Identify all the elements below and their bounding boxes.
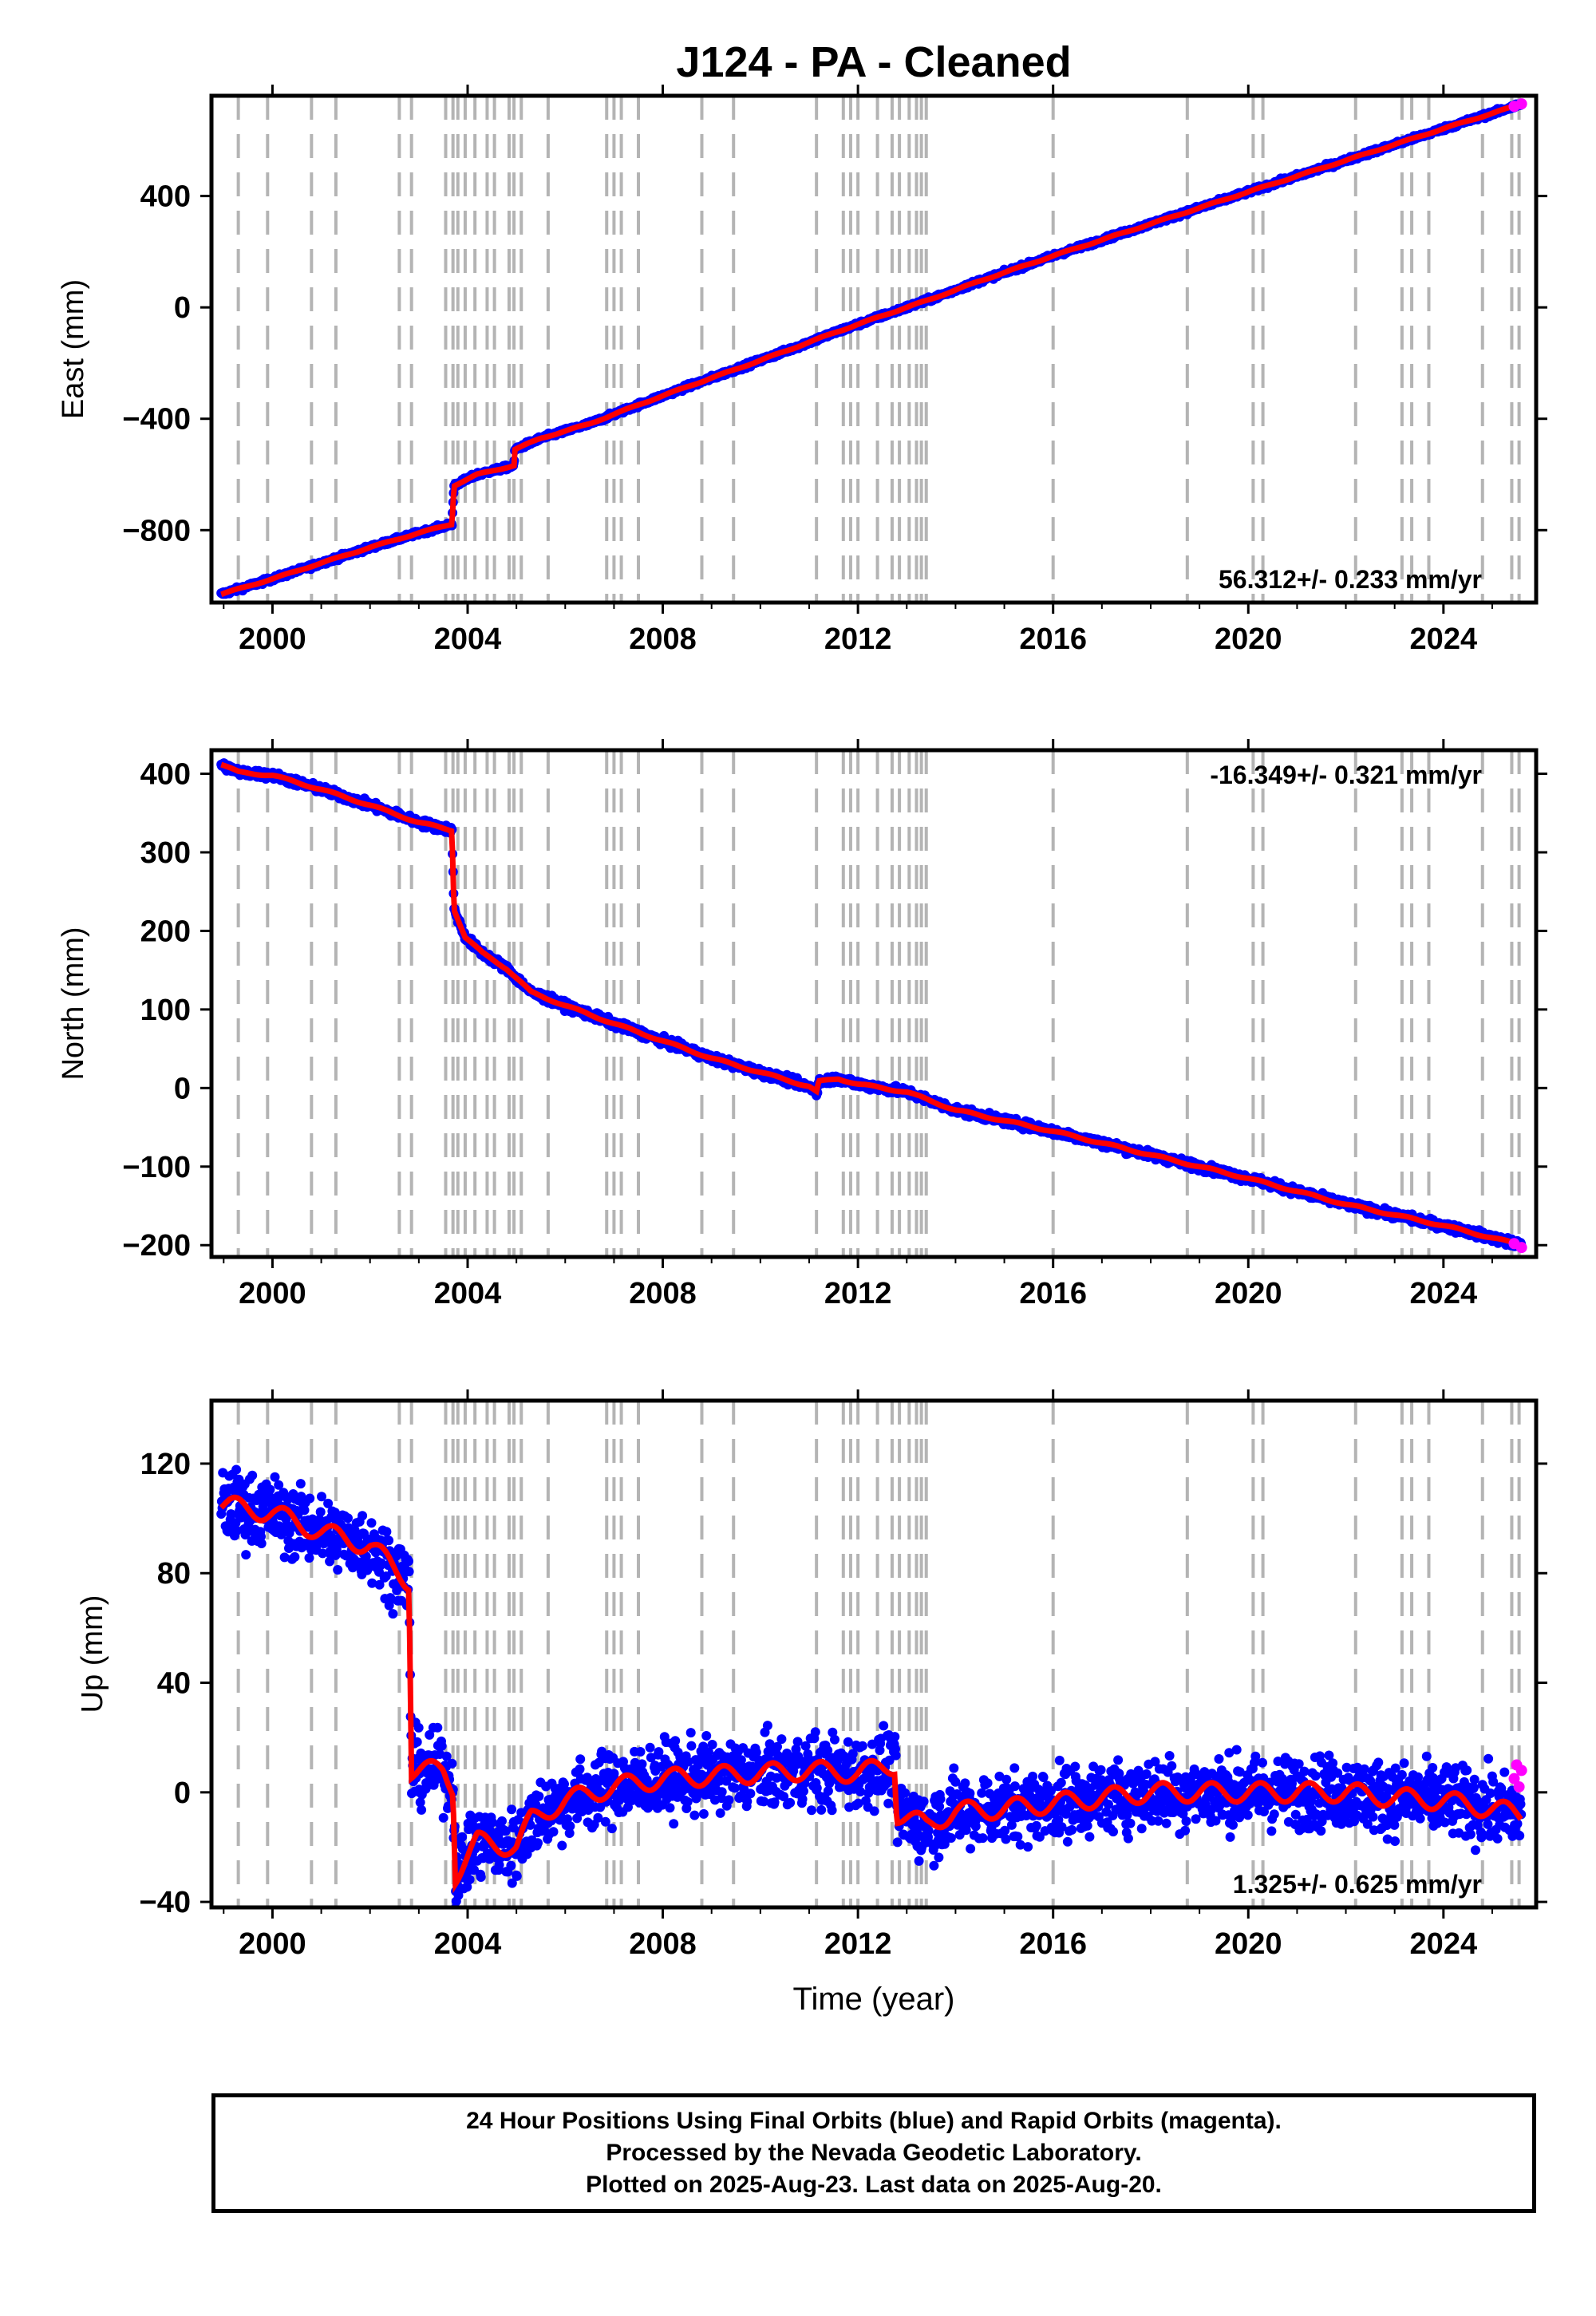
x-tick-label: 2008 xyxy=(629,622,697,656)
panel-north: 2000 2004 2008 2012 2016 2020 2024−200−1000100… xyxy=(57,739,1547,1310)
model-line xyxy=(220,101,1522,598)
rapid-point xyxy=(1515,98,1527,110)
rapid-orbit-points xyxy=(1508,98,1527,113)
y-tick-label: −400 xyxy=(122,403,191,437)
x-tick-label: 2004 xyxy=(434,622,502,656)
x-tick-label: 2024 xyxy=(1410,622,1478,656)
plot-panels: 2000 2004 2008 2012 2016 2020 2024 −800 −400 0 400… xyxy=(57,85,1547,1961)
plot-frame xyxy=(209,93,1539,605)
x-tick-label: 2020 xyxy=(1215,622,1282,656)
y-axis-label: East (mm) xyxy=(57,279,90,419)
event-lines xyxy=(236,96,1521,603)
rate-label: 56.312+/- 0.233 mm/yr xyxy=(1219,565,1482,594)
event-lines xyxy=(236,750,1521,1257)
y-tick-label: 0 xyxy=(174,291,191,325)
x-tick-label: 2012 xyxy=(824,622,892,656)
y-tick-label: 400 xyxy=(140,180,191,214)
x-tick-label: 2016 xyxy=(1019,622,1087,656)
y-tick-label: −800 xyxy=(122,514,191,547)
chart-title: J124 - PA - Cleaned xyxy=(676,38,1071,86)
panel-east: 2000 2004 2008 2012 2016 2020 2024 −800 −400 0 400… xyxy=(57,85,1547,656)
x-tick-label: 2000 xyxy=(239,622,306,656)
